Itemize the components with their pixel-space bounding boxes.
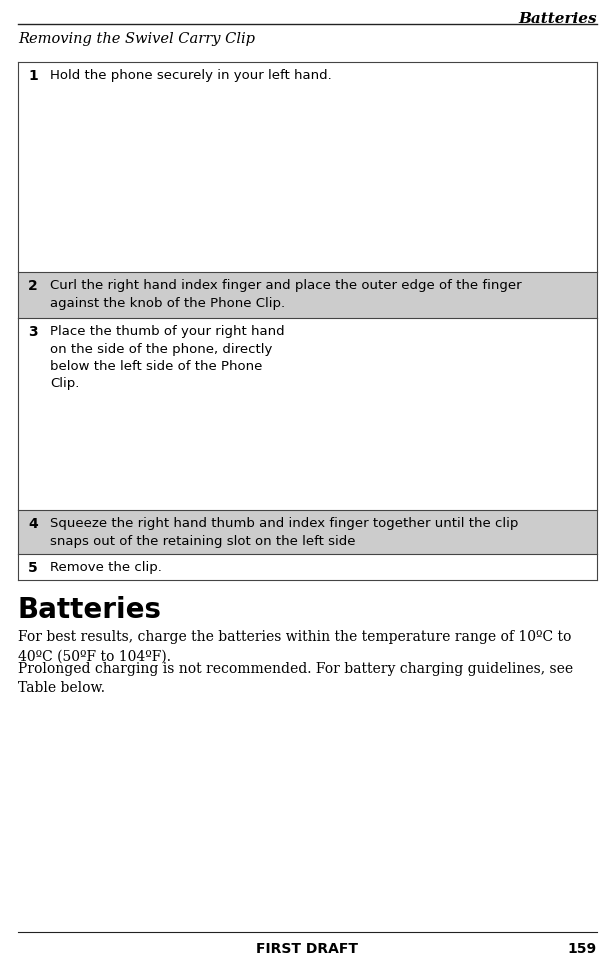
Text: 1: 1	[28, 69, 38, 83]
Text: 3: 3	[28, 325, 38, 339]
Text: Batteries: Batteries	[518, 12, 597, 26]
Text: Removing the Swivel Carry Clip: Removing the Swivel Carry Clip	[18, 32, 255, 46]
Text: Remove the clip.: Remove the clip.	[50, 561, 162, 574]
Text: Batteries: Batteries	[18, 596, 162, 624]
Text: Squeeze the right hand thumb and index finger together until the clip
snaps out : Squeeze the right hand thumb and index f…	[50, 517, 518, 548]
Text: Hold the phone securely in your left hand.: Hold the phone securely in your left han…	[50, 69, 331, 82]
Bar	[320, 324, 590, 506]
Text: 159: 159	[568, 942, 597, 956]
Bar	[18, 272, 597, 318]
Text: 4: 4	[28, 517, 38, 531]
Bar	[370, 68, 590, 268]
Text: Prolonged charging is not recommended. For battery charging guidelines, see
Tabl: Prolonged charging is not recommended. F…	[18, 662, 573, 695]
Text: 2: 2	[28, 279, 38, 293]
Text: Place the thumb of your right hand
on the side of the phone, directly
below the : Place the thumb of your right hand on th…	[50, 325, 285, 390]
Text: Curl the right hand index finger and place the outer edge of the finger
against : Curl the right hand index finger and pla…	[50, 279, 522, 309]
Bar	[18, 510, 597, 554]
Text: FIRST DRAFT: FIRST DRAFT	[256, 942, 358, 956]
Text: 5: 5	[28, 561, 38, 575]
Text: For best results, charge the batteries within the temperature range of 10ºC to
4: For best results, charge the batteries w…	[18, 630, 571, 663]
